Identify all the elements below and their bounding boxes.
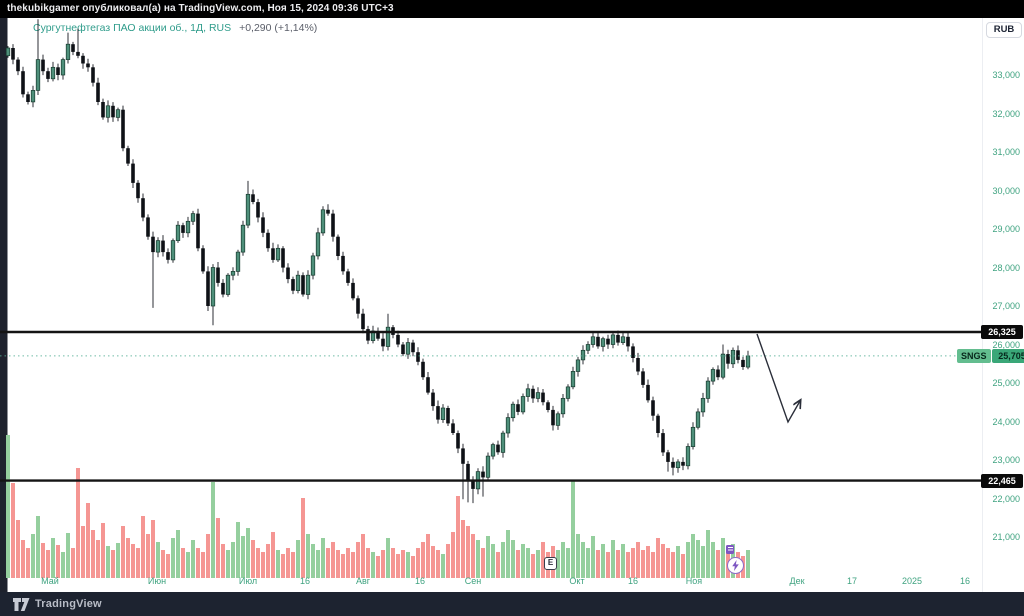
footer-bar: TradingView	[0, 592, 1024, 616]
symbol-ticker-badge: SNGS	[957, 348, 991, 363]
price-scale[interactable]: RUB 33,000 32,000 31,000 30,000 29,000 28,000…	[982, 18, 1024, 592]
price-tick-label: 31,000	[992, 147, 1020, 157]
lightning-bolt-glyph	[732, 560, 739, 571]
symbol-change: +0,290 (+1,14%)	[239, 22, 318, 34]
price-tick-label: 21,000	[992, 532, 1020, 542]
time-tick-label: Дек	[789, 576, 805, 586]
chart-canvas[interactable]	[0, 18, 982, 592]
time-tick-label: 16	[299, 576, 311, 586]
currency-button[interactable]: RUB	[986, 22, 1022, 38]
price-tick-label: 28,000	[992, 262, 1020, 273]
tradingview-logo-icon[interactable]	[13, 597, 30, 611]
price-tick-label: 26,000	[992, 339, 1020, 350]
time-tick-label: 2025	[901, 576, 923, 586]
time-tick-label: Май	[41, 576, 59, 586]
price-tick-label: 32,000	[992, 108, 1020, 119]
idea-mini-icon[interactable]	[726, 545, 734, 554]
header-bar: thekubikgamer опубликовал(а) на TradingV…	[0, 0, 1024, 18]
price-tick-label: 23,000	[992, 455, 1020, 465]
time-tick-label: 17	[846, 576, 858, 586]
earnings-marker[interactable]: E	[544, 557, 557, 570]
level-price-badge: 22,465	[981, 473, 1023, 488]
publish-caption: thekubikgamer опубликовал(а) на TradingV…	[7, 3, 394, 14]
time-tick-label: Окт	[569, 576, 585, 586]
price-tick-label: 30,000	[992, 185, 1020, 196]
price-tick-label: 24,000	[992, 416, 1020, 427]
time-tick-label: 16	[414, 576, 426, 586]
price-tick-label: 33,000	[992, 70, 1020, 80]
symbol-title: Сургутнефтегаз ПАО акции об., 1Д, RUS	[33, 22, 232, 34]
symbol-price-badge: SNGS 25,705	[957, 348, 1024, 363]
last-price-badge: 25,705	[991, 348, 1024, 363]
projection-arrow[interactable]	[756, 333, 800, 424]
time-tick-label: Авг	[355, 576, 371, 586]
time-tick-label: Июл	[238, 576, 258, 586]
time-scale[interactable]: Май Июн Июл 16 Авг 16 Сен Окт 16 Ноя Дек 17 2025 16	[0, 570, 1024, 592]
level-price-badge: 26,325	[981, 324, 1023, 339]
time-tick-label: Июн	[147, 576, 167, 586]
time-tick-label: 16	[959, 576, 971, 586]
time-tick-label: Ноя	[685, 576, 703, 586]
chart-area: Сургутнефтегаз ПАО акции об., 1Д, RUS +0…	[0, 18, 1024, 592]
left-edge-sliver	[0, 18, 8, 592]
price-tick-label: 25,000	[992, 378, 1020, 388]
tradingview-wordmark[interactable]: TradingView	[35, 598, 102, 610]
time-tick-label: Сен	[464, 576, 482, 586]
symbol-status-line[interactable]: Сургутнефтегаз ПАО акции об., 1Д, RUS +0…	[33, 22, 317, 34]
price-tick-label: 27,000	[992, 301, 1020, 311]
price-tick-label: 29,000	[992, 224, 1020, 234]
price-tick-label: 22,000	[992, 493, 1020, 504]
time-tick-label: 16	[627, 576, 639, 586]
lightning-idea-icon[interactable]	[727, 557, 744, 574]
